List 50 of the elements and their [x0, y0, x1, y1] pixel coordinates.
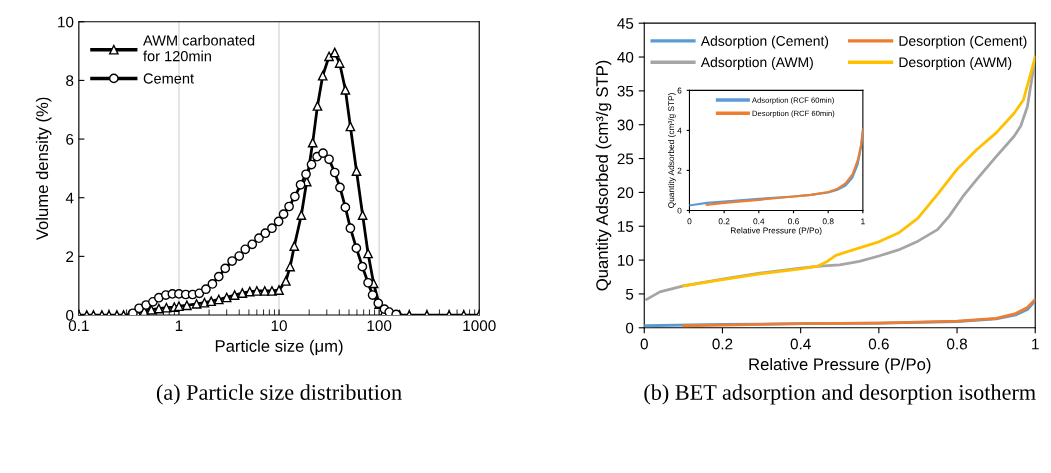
x-tick-label: 0.2 — [712, 338, 733, 350]
y-tick-label: 6 — [677, 87, 682, 94]
y-axis-title: Quantity Adsorbed (cm³/g STP) — [595, 60, 612, 291]
y-tick-label: 35 — [617, 85, 634, 97]
legend-label: AWM carbonated for 120min — [143, 34, 255, 62]
x-tick-label: 1 — [175, 320, 183, 331]
x-axis-title: Relative Pressure (P/Po) — [749, 358, 931, 374]
y-tick-label: 2 — [66, 251, 74, 262]
y-tick-label: 45 — [617, 18, 634, 29]
x-tick-label: 0.6 — [788, 218, 799, 225]
y-tick-label: 25 — [617, 153, 634, 165]
x-tick-label: 1 — [861, 218, 865, 225]
x-axis-title: Particle size (μm) — [215, 339, 343, 356]
y-tick-label: 10 — [58, 16, 74, 28]
x-tick-label: 0 — [640, 338, 648, 350]
x-tick-label: 0.4 — [753, 218, 765, 225]
y-tick-label: 2 — [677, 167, 682, 174]
x-tick-label: 1000 — [463, 320, 496, 332]
x-tick-label: 1 — [1032, 338, 1039, 350]
x-tick-label: 0.4 — [790, 338, 811, 350]
legend-label: Desorption (AWM) — [899, 56, 1012, 70]
y-tick-label: 10 — [618, 254, 634, 266]
x-tick-label: 0 — [687, 218, 692, 225]
y-tick-label: 4 — [65, 192, 74, 204]
x-tick-label: 10 — [271, 320, 287, 332]
y-tick-label: 40 — [617, 51, 634, 63]
legend-label: Adsorption (Cement) — [700, 35, 829, 49]
x-tick-label: 0.8 — [822, 218, 834, 225]
x-tick-label: 100 — [367, 320, 392, 332]
y-tick-label: 30 — [617, 119, 634, 131]
x-tick-label: 0.6 — [868, 338, 889, 350]
legend-label: Desorption (Cement) — [899, 35, 1027, 49]
y-tick-label: 0 — [677, 207, 682, 214]
x-axis-title: Relative Pressure (P/Po) — [731, 227, 822, 236]
legend-label: Adsorption (AWM) — [700, 56, 813, 70]
text: (a) Particle size distribution — [156, 384, 402, 405]
y-axis-title: Volume density (%) — [35, 97, 52, 241]
x-tick-label: 0.8 — [947, 338, 967, 350]
x-tick-label: 0.1 — [68, 320, 89, 332]
y-tick-label: 0 — [66, 309, 74, 321]
y-tick-label: 15 — [618, 221, 634, 232]
y-tick-label: 8 — [66, 75, 74, 87]
y-tick-label: 6 — [66, 133, 74, 145]
text: (b) BET adsorption and desorption isotherm — [644, 384, 1036, 405]
legend-label: Cement — [143, 73, 194, 84]
y-axis-title: Quantity Adsorbed (cm³/g STP) — [668, 93, 676, 208]
y-tick-label: 20 — [617, 187, 634, 199]
x-tick-label: 0.2 — [718, 218, 730, 225]
y-tick-label: 5 — [625, 288, 634, 300]
y-tick-label: 4 — [677, 127, 682, 134]
